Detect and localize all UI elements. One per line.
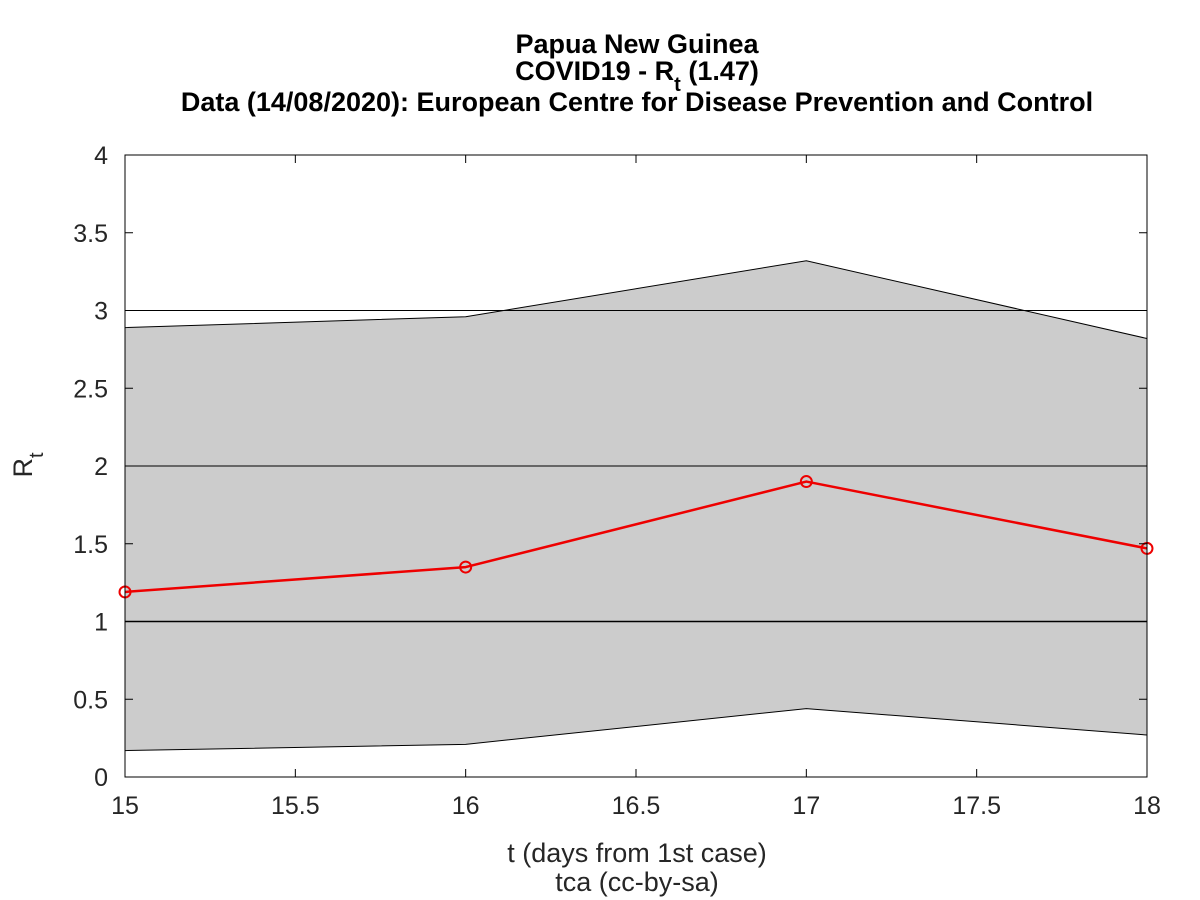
x-tick-label: 15 (111, 792, 139, 820)
y-tick-label: 3.5 (73, 220, 108, 248)
y-axis-label-subscript: t (26, 452, 48, 458)
title-metric-value: (1.47) (681, 56, 759, 86)
x-tick-label: 18 (1133, 792, 1161, 820)
y-tick-label: 3 (94, 298, 108, 326)
y-axis-label-main: R (8, 458, 38, 478)
title-line-metric: COVID19 - Rt (1.47) (515, 56, 759, 96)
y-tick-label: 0 (94, 764, 108, 792)
y-tick-label: 0.5 (73, 686, 108, 714)
title-line-country: Papua New Guinea (515, 29, 759, 59)
x-tick-label: 15.5 (271, 792, 320, 820)
y-tick-label: 4 (94, 142, 108, 170)
confidence-band-upper-line (124, 260, 1148, 339)
y-tick-label: 2 (94, 453, 108, 481)
series-line-rt (124, 480, 1148, 594)
title-metric-subscript: t (674, 74, 681, 96)
series-point-rt (459, 560, 473, 574)
y-axis-label: Rt (8, 452, 48, 478)
title-line-source: Data (14/08/2020): European Centre for D… (181, 87, 1093, 117)
reference-lines-layer (125, 310, 1147, 623)
x-axis-label: t (days from 1st case) (507, 838, 767, 868)
y-axis-ticks: 0 0.5 1 1.5 2 2.5 3 3.5 4 (73, 142, 1147, 792)
x-axis-ticks: 15 15.5 16 16.5 17 17.5 18 (111, 155, 1161, 820)
credit-label: tca (cc-by-sa) (555, 867, 719, 897)
confidence-band-lower-line (124, 708, 1148, 752)
y-tick-label: 1 (94, 609, 108, 637)
title-metric-main: COVID19 - R (515, 56, 674, 86)
series-point-rt (799, 475, 813, 489)
confidence-band-layer (124, 260, 1148, 752)
x-tick-label: 16 (452, 792, 480, 820)
y-tick-label: 1.5 (73, 531, 108, 559)
y-tick-label: 2.5 (73, 375, 108, 403)
x-tick-label: 17 (792, 792, 820, 820)
x-tick-label: 16.5 (612, 792, 661, 820)
confidence-band-fill (125, 260, 1147, 751)
chart-title: Papua New Guinea COVID19 - Rt (1.47) Dat… (181, 29, 1093, 117)
x-tick-label: 17.5 (952, 792, 1001, 820)
